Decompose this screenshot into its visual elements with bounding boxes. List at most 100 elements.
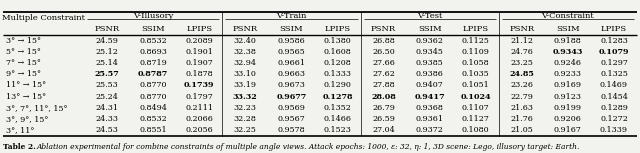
Text: 0.1339: 0.1339 xyxy=(600,126,628,134)
Text: 0.1079: 0.1079 xyxy=(598,48,629,56)
Text: 0.9188: 0.9188 xyxy=(554,37,582,45)
Text: 24.85: 24.85 xyxy=(509,70,534,78)
Text: 0.9677: 0.9677 xyxy=(276,93,307,101)
Text: 0.1289: 0.1289 xyxy=(600,104,628,112)
Text: 9° → 15°: 9° → 15° xyxy=(6,70,41,78)
Text: 25.14: 25.14 xyxy=(95,59,118,67)
Text: 0.1272: 0.1272 xyxy=(600,115,628,123)
Text: 0.9206: 0.9206 xyxy=(554,115,582,123)
Text: 0.9199: 0.9199 xyxy=(554,104,582,112)
Text: Table 2.: Table 2. xyxy=(3,143,36,151)
Text: 21.12: 21.12 xyxy=(510,37,533,45)
Text: SSIM: SSIM xyxy=(141,25,165,33)
Text: 0.1208: 0.1208 xyxy=(324,59,351,67)
Text: 0.9565: 0.9565 xyxy=(278,48,305,56)
Text: Multiple Constraint: Multiple Constraint xyxy=(1,14,84,22)
Text: 0.2089: 0.2089 xyxy=(186,37,213,45)
Text: 33.19: 33.19 xyxy=(234,81,257,89)
Text: 0.9123: 0.9123 xyxy=(554,93,582,101)
Text: 3°, 11°: 3°, 11° xyxy=(6,126,35,134)
Text: 32.40: 32.40 xyxy=(234,37,257,45)
Text: PSNR: PSNR xyxy=(95,25,120,33)
Text: 24.76: 24.76 xyxy=(510,48,533,56)
Text: 3° → 15°: 3° → 15° xyxy=(6,37,41,45)
Text: 0.1454: 0.1454 xyxy=(600,93,628,101)
Text: 0.9661: 0.9661 xyxy=(277,59,305,67)
Text: 32.28: 32.28 xyxy=(234,115,257,123)
Text: 0.9407: 0.9407 xyxy=(416,81,444,89)
Text: LPIPS: LPIPS xyxy=(463,25,489,33)
Text: 26.79: 26.79 xyxy=(372,104,395,112)
Text: 0.9663: 0.9663 xyxy=(277,70,305,78)
Text: 24.59: 24.59 xyxy=(95,37,118,45)
Text: 0.9233: 0.9233 xyxy=(554,70,582,78)
Text: 0.9362: 0.9362 xyxy=(415,37,444,45)
Text: 0.1080: 0.1080 xyxy=(462,126,490,134)
Text: 26.59: 26.59 xyxy=(372,115,395,123)
Text: 24.53: 24.53 xyxy=(95,126,118,134)
Text: 0.8693: 0.8693 xyxy=(139,48,167,56)
Text: 0.9169: 0.9169 xyxy=(554,81,582,89)
Text: 0.8770: 0.8770 xyxy=(140,81,167,89)
Text: SSIM: SSIM xyxy=(418,25,442,33)
Text: 32.38: 32.38 xyxy=(234,48,257,56)
Text: 0.9569: 0.9569 xyxy=(277,104,305,112)
Text: 0.9345: 0.9345 xyxy=(416,48,444,56)
Text: PSNR: PSNR xyxy=(371,25,396,33)
Text: 11° → 15°: 11° → 15° xyxy=(6,81,46,89)
Text: 0.1278: 0.1278 xyxy=(322,93,353,101)
Text: 25.24: 25.24 xyxy=(95,93,118,101)
Text: 0.1024: 0.1024 xyxy=(460,93,491,101)
Text: V-Constraint: V-Constraint xyxy=(541,13,595,21)
Text: V-Test: V-Test xyxy=(417,13,442,21)
Text: 21.76: 21.76 xyxy=(510,115,533,123)
Text: 21.05: 21.05 xyxy=(511,126,533,134)
Text: 0.1608: 0.1608 xyxy=(324,48,351,56)
Text: 0.1125: 0.1125 xyxy=(462,37,490,45)
Text: 0.9386: 0.9386 xyxy=(416,70,444,78)
Text: 23.26: 23.26 xyxy=(510,81,533,89)
Text: 33.32: 33.32 xyxy=(233,93,258,101)
Text: 0.1290: 0.1290 xyxy=(324,81,351,89)
Text: 0.9372: 0.9372 xyxy=(416,126,444,134)
Text: 0.1109: 0.1109 xyxy=(462,48,490,56)
Text: 0.9167: 0.9167 xyxy=(554,126,582,134)
Text: 24.31: 24.31 xyxy=(95,104,118,112)
Text: 0.8770: 0.8770 xyxy=(140,93,167,101)
Text: 0.8551: 0.8551 xyxy=(140,126,167,134)
Text: 0.9578: 0.9578 xyxy=(278,126,305,134)
Text: 25.57: 25.57 xyxy=(95,70,120,78)
Text: 32.23: 32.23 xyxy=(234,104,257,112)
Text: 0.1469: 0.1469 xyxy=(600,81,628,89)
Text: 0.9417: 0.9417 xyxy=(414,93,445,101)
Text: 0.9586: 0.9586 xyxy=(278,37,305,45)
Text: 27.66: 27.66 xyxy=(372,59,395,67)
Text: 0.1297: 0.1297 xyxy=(600,59,628,67)
Text: 3°, 9°, 15°: 3°, 9°, 15° xyxy=(6,115,49,123)
Text: 32.25: 32.25 xyxy=(234,126,257,134)
Text: 25.53: 25.53 xyxy=(95,81,118,89)
Text: 0.1035: 0.1035 xyxy=(462,70,490,78)
Text: 0.8532: 0.8532 xyxy=(140,37,167,45)
Text: Ablation experimental for combine constraints of multiple angle views. Attack ep: Ablation experimental for combine constr… xyxy=(37,143,580,151)
Text: SSIM: SSIM xyxy=(280,25,303,33)
Text: 0.9368: 0.9368 xyxy=(416,104,444,112)
Text: 26.50: 26.50 xyxy=(372,48,395,56)
Text: 0.1333: 0.1333 xyxy=(323,70,351,78)
Text: 0.1797: 0.1797 xyxy=(186,93,213,101)
Text: PSNR: PSNR xyxy=(509,25,534,33)
Text: 0.8532: 0.8532 xyxy=(140,115,167,123)
Text: 0.2111: 0.2111 xyxy=(185,104,213,112)
Text: 0.8719: 0.8719 xyxy=(140,59,167,67)
Text: 0.1466: 0.1466 xyxy=(323,115,351,123)
Text: 33.10: 33.10 xyxy=(234,70,257,78)
Text: 23.25: 23.25 xyxy=(510,59,533,67)
Text: 0.8494: 0.8494 xyxy=(139,104,167,112)
Text: 0.9343: 0.9343 xyxy=(553,48,583,56)
Text: V-Illusory: V-Illusory xyxy=(133,13,173,21)
Text: 0.1107: 0.1107 xyxy=(462,104,490,112)
Text: 0.1901: 0.1901 xyxy=(185,48,213,56)
Text: 0.2066: 0.2066 xyxy=(185,115,213,123)
Text: 0.8787: 0.8787 xyxy=(138,70,168,78)
Text: 26.88: 26.88 xyxy=(372,37,395,45)
